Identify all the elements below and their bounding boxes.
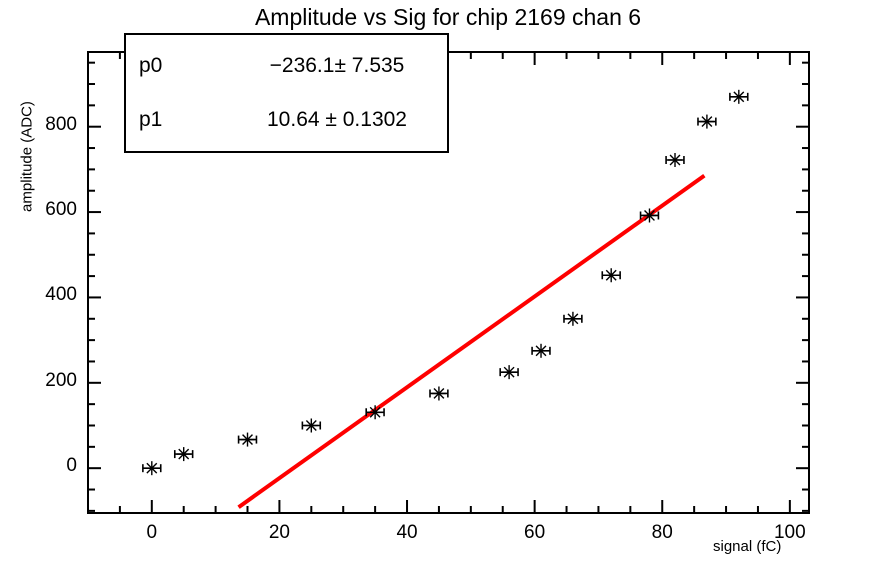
data-point	[237, 432, 258, 447]
data-point	[173, 447, 194, 462]
data-point	[499, 365, 519, 380]
x-tick-label: 40	[396, 522, 418, 543]
data-point	[301, 418, 322, 433]
data-point	[639, 208, 660, 223]
data-point	[563, 311, 583, 326]
x-tick-label: 60	[524, 522, 546, 543]
x-axis-title: signal (fC)	[713, 538, 782, 555]
data-points	[142, 89, 749, 476]
data-point	[697, 114, 717, 129]
x-tick-label: 0	[146, 522, 158, 543]
stats-row: p1 10.64 ± 0.1302	[126, 91, 447, 149]
stats-param-name: p1	[139, 108, 163, 131]
data-point	[531, 343, 551, 358]
y-tick-label: 200	[45, 369, 77, 391]
stats-param-value: −236.1± 7.535	[269, 54, 405, 77]
data-point	[601, 268, 621, 283]
data-point	[429, 386, 449, 401]
stats-row: p0 −236.1± 7.535	[126, 37, 447, 95]
data-point	[365, 405, 385, 420]
y-tick-label: 600	[45, 199, 77, 221]
data-point	[142, 461, 162, 476]
data-point	[665, 152, 685, 167]
x-tick-label: 20	[268, 522, 290, 543]
y-tick-label: 400	[45, 284, 77, 306]
stats-box: p0 −236.1± 7.535 p1 10.64 ± 0.1302	[124, 33, 449, 153]
fit-line	[237, 174, 706, 509]
x-tick-label: 80	[651, 522, 673, 543]
y-tick-label: 0	[66, 455, 77, 477]
data-point	[729, 89, 749, 104]
page-title: Amplitude vs Sig for chip 2169 chan 6	[254, 4, 642, 30]
x-tick-label: 100	[773, 522, 806, 543]
stats-param-value: 10.64 ± 0.1302	[267, 108, 407, 131]
y-tick-label: 800	[45, 113, 77, 135]
stats-param-name: p0	[139, 54, 163, 77]
